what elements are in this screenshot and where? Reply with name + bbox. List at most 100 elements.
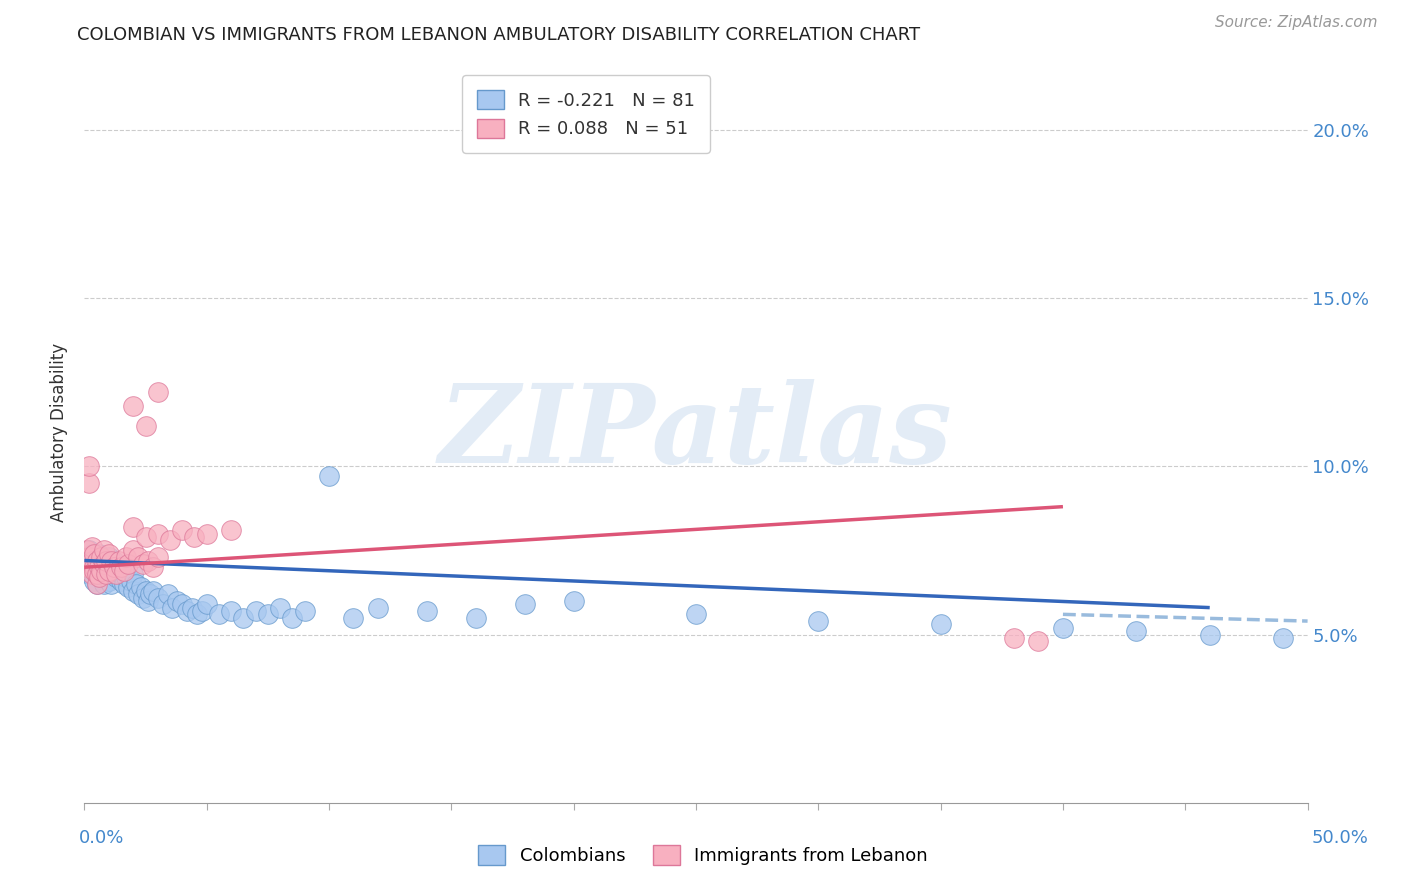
Point [96,566,118,581]
Point [87,557,110,571]
Point [117,557,139,571]
Point [132,557,155,571]
Point [136,553,159,567]
Point [342,610,364,624]
Point [97,550,120,565]
Point [1272,631,1295,645]
Point [77,550,100,565]
Point [96,553,118,567]
Point [86,577,108,591]
Point [87,566,110,581]
Point [562,594,585,608]
Point [87,547,110,561]
Legend: Colombians, Immigrants from Lebanon: Colombians, Immigrants from Lebanon [470,836,936,874]
Point [83,560,105,574]
Point [122,520,145,534]
Point [77,543,100,558]
Text: COLOMBIAN VS IMMIGRANTS FROM LEBANON AMBULATORY DISABILITY CORRELATION CHART: COLOMBIAN VS IMMIGRANTS FROM LEBANON AMB… [77,26,921,44]
Point [77,476,100,491]
Point [219,523,242,537]
Point [181,600,204,615]
Point [142,583,165,598]
Point [139,587,162,601]
Point [245,604,267,618]
Point [195,526,218,541]
Point [97,574,120,588]
Point [83,574,105,588]
Text: ZIPatlas: ZIPatlas [439,379,953,486]
Point [86,553,108,567]
Point [195,597,218,611]
Point [97,564,120,578]
Point [115,570,138,584]
Point [136,594,159,608]
Point [80,547,103,561]
Point [86,553,108,567]
Point [183,530,205,544]
Point [146,591,169,605]
Point [105,566,128,581]
Point [80,553,103,567]
Point [80,553,103,567]
Point [80,564,103,578]
Point [294,604,316,618]
Point [110,574,132,588]
Point [77,459,100,474]
Point [232,610,254,624]
Point [83,557,105,571]
Point [142,560,165,574]
Point [122,399,145,413]
Point [112,564,135,578]
Point [76,560,98,574]
Text: Source: ZipAtlas.com: Source: ZipAtlas.com [1215,15,1378,29]
Point [93,543,115,558]
Point [76,543,98,558]
Point [83,547,105,561]
Point [318,469,340,483]
Point [685,607,707,622]
Point [162,600,184,615]
Point [129,581,152,595]
Point [146,526,169,541]
Point [146,550,169,565]
Point [156,587,179,601]
Point [76,560,98,574]
Point [96,566,118,581]
Point [135,530,157,544]
Point [929,617,952,632]
Point [513,597,536,611]
Point [97,547,120,561]
Point [191,604,214,618]
Point [416,604,439,618]
Point [103,553,125,567]
Point [105,570,128,584]
Point [807,614,830,628]
Point [1052,621,1074,635]
Point [464,610,486,624]
Text: 50.0%: 50.0% [1312,829,1368,847]
Point [87,570,110,584]
Point [93,553,115,567]
Point [80,566,103,581]
Point [93,560,115,574]
Point [172,597,194,611]
Point [127,550,149,565]
Point [208,607,231,622]
Point [90,564,112,578]
Point [127,587,149,601]
Point [90,570,112,584]
Point [86,566,108,581]
Point [135,418,157,433]
Point [122,583,145,598]
Point [1028,634,1050,648]
Point [103,566,125,581]
Point [97,564,120,578]
Point [1125,624,1147,639]
Point [186,607,208,622]
Point [115,550,138,565]
Point [100,560,122,574]
Y-axis label: Ambulatory Disability: Ambulatory Disability [51,343,69,522]
Point [100,577,122,591]
Point [90,550,112,565]
Point [159,533,181,548]
